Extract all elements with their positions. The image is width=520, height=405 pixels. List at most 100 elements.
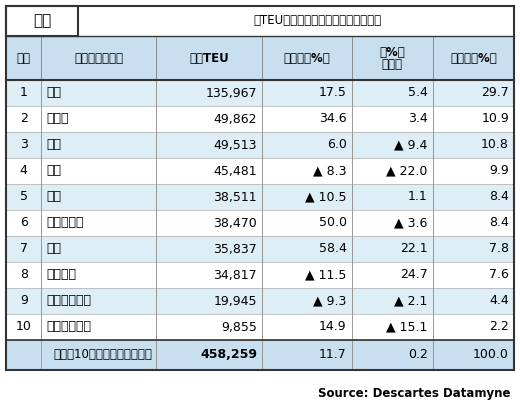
Text: 前年比（%）: 前年比（%） [283, 51, 330, 64]
Text: ▲ 22.0: ▲ 22.0 [386, 164, 428, 177]
Bar [262, 314, 352, 340]
Text: 6: 6 [20, 217, 28, 230]
Bar [433, 158, 514, 184]
Bar [433, 210, 514, 236]
Bar [352, 288, 433, 314]
Text: 8: 8 [20, 269, 28, 281]
Bar [6, 314, 42, 340]
Text: 10.8: 10.8 [481, 139, 509, 151]
Bar [156, 80, 262, 106]
Text: 6.0: 6.0 [327, 139, 347, 151]
Bar [156, 36, 262, 80]
Bar [42, 132, 156, 158]
Bar [156, 184, 262, 210]
Bar [42, 288, 156, 314]
Bar [6, 262, 42, 288]
Text: 8.4: 8.4 [489, 217, 509, 230]
Text: 1.1: 1.1 [408, 190, 428, 203]
Bar [262, 158, 352, 184]
Text: 5.4: 5.4 [408, 87, 428, 100]
Text: ▲ 15.1: ▲ 15.1 [386, 320, 428, 333]
Bar [6, 6, 78, 36]
Text: 58.4: 58.4 [319, 243, 347, 256]
Text: （TEU、最終仕向地ベース・実入り）: （TEU、最終仕向地ベース・実入り） [254, 15, 382, 28]
Bar [352, 184, 433, 210]
Bar [6, 132, 42, 158]
Bar [352, 36, 433, 80]
Text: 7: 7 [20, 243, 28, 256]
Bar [352, 236, 433, 262]
Text: 韓国: 韓国 [46, 164, 61, 177]
Bar [6, 106, 42, 132]
Bar [42, 262, 156, 288]
Bar [78, 6, 514, 36]
Text: 24.7: 24.7 [400, 269, 428, 281]
Bar [262, 132, 352, 158]
Text: 49,862: 49,862 [214, 113, 257, 126]
Text: １月TEU: １月TEU [189, 51, 229, 64]
Bar [352, 158, 433, 184]
Text: マレーシア: マレーシア [46, 217, 84, 230]
Bar [262, 80, 352, 106]
Text: 45,481: 45,481 [213, 164, 257, 177]
Bar [42, 80, 156, 106]
Text: 17.5: 17.5 [319, 87, 347, 100]
Text: 台湾: 台湾 [46, 190, 61, 203]
Bar [6, 288, 42, 314]
Text: 8.4: 8.4 [489, 190, 509, 203]
Bar [42, 184, 156, 210]
Text: （%）: （%） [379, 45, 405, 58]
Text: 7.8: 7.8 [489, 243, 509, 256]
Bar [78, 6, 514, 36]
Text: 19,945: 19,945 [214, 294, 257, 307]
Bar [42, 36, 156, 80]
Bar [262, 236, 352, 262]
Text: インドネシア: インドネシア [46, 294, 92, 307]
Text: 4.4: 4.4 [489, 294, 509, 307]
Bar [433, 314, 514, 340]
Bar [352, 80, 433, 106]
Bar [156, 210, 262, 236]
Bar [6, 210, 42, 236]
Text: Source: Descartes Datamyne: Source: Descartes Datamyne [318, 387, 510, 400]
Bar [433, 36, 514, 80]
Text: 3.4: 3.4 [408, 113, 428, 126]
Text: ▲ 11.5: ▲ 11.5 [305, 269, 347, 281]
Bar [433, 288, 514, 314]
Bar [6, 158, 42, 184]
Text: 復航: 復航 [33, 13, 51, 28]
Bar [156, 288, 262, 314]
Text: 9: 9 [20, 294, 28, 307]
Bar [156, 314, 262, 340]
Text: 14.9: 14.9 [319, 320, 347, 333]
Text: 2.2: 2.2 [489, 320, 509, 333]
Bar [433, 80, 514, 106]
Text: 11.7: 11.7 [319, 348, 347, 362]
Text: 3: 3 [20, 139, 28, 151]
Text: シンガポール: シンガポール [46, 320, 92, 333]
Bar [262, 210, 352, 236]
Text: 10.9: 10.9 [481, 113, 509, 126]
Text: 29.7: 29.7 [481, 87, 509, 100]
Text: タイ: タイ [46, 243, 61, 256]
Bar [262, 288, 352, 314]
Text: 2: 2 [20, 113, 28, 126]
Text: 10: 10 [16, 320, 32, 333]
Text: 38,470: 38,470 [213, 217, 257, 230]
Text: ▲ 8.3: ▲ 8.3 [313, 164, 347, 177]
Text: ベトナム: ベトナム [46, 269, 76, 281]
Text: 7.6: 7.6 [489, 269, 509, 281]
Text: ▲ 10.5: ▲ 10.5 [305, 190, 347, 203]
Bar [42, 158, 156, 184]
Bar [42, 236, 156, 262]
Text: ▲ 3.6: ▲ 3.6 [395, 217, 428, 230]
Bar [6, 236, 42, 262]
Bar [6, 36, 42, 80]
Text: ▲ 9.4: ▲ 9.4 [395, 139, 428, 151]
Bar [433, 236, 514, 262]
Bar [42, 106, 156, 132]
Bar [262, 36, 352, 80]
Bar [352, 132, 433, 158]
Text: ▲ 2.1: ▲ 2.1 [395, 294, 428, 307]
Bar [262, 106, 352, 132]
